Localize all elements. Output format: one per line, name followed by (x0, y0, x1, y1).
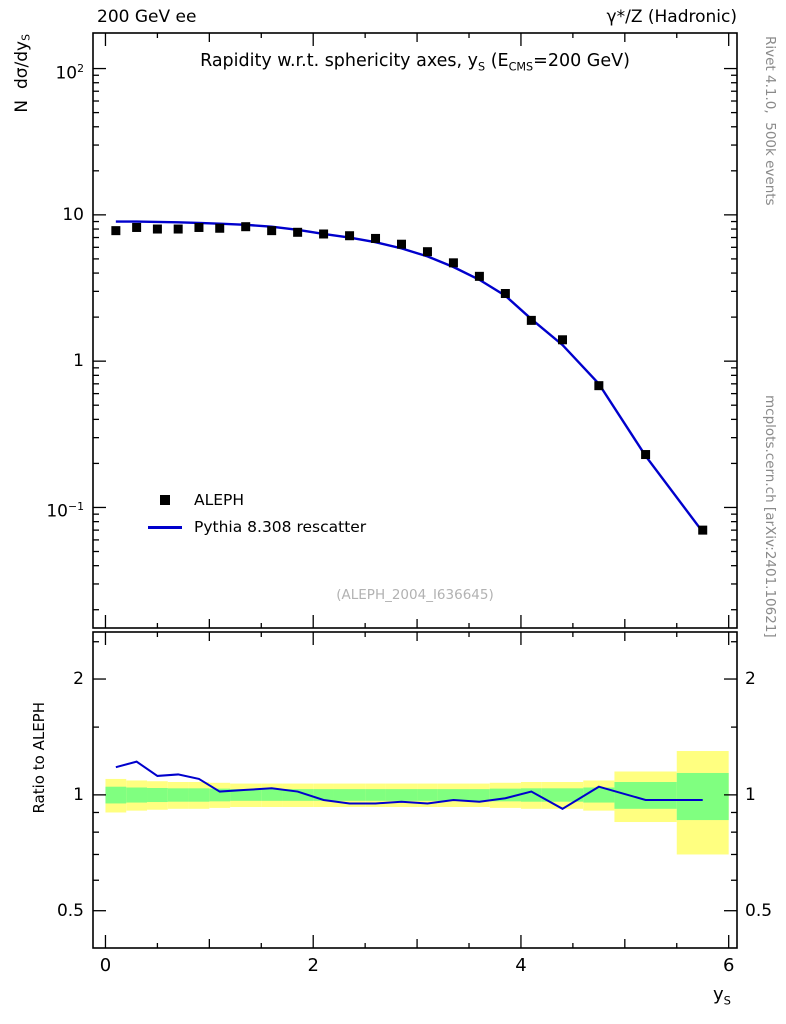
legend-item-pythia: Pythia 8.308 rescatter (148, 513, 366, 540)
y-tick-label-ratio-right: 0.5 (745, 900, 773, 921)
y-tick-label-ratio-left: 0.5 (56, 900, 84, 921)
rivet-version-label: Rivet 4.1.0, 500k events (762, 36, 778, 206)
y-tick-label-main: 102 (55, 61, 84, 84)
legend-label-pythia: Pythia 8.308 rescatter (194, 517, 367, 536)
line-marker-icon (148, 521, 182, 533)
y-tick-label-main: 10 (62, 204, 84, 225)
square-marker-icon (148, 494, 182, 506)
x-axis-label: yS (713, 984, 731, 1008)
y-tick-label-ratio-right: 1 (745, 784, 756, 805)
legend: ALEPH Pythia 8.308 rescatter (148, 486, 366, 540)
y-tick-label-ratio-left: 2 (73, 669, 84, 690)
beam-energy-label: 200 GeV ee (97, 7, 197, 27)
plot-title: Rapidity w.r.t. sphericity axes, yS (ECM… (200, 51, 630, 74)
legend-label-aleph: ALEPH (194, 490, 245, 509)
y-tick-label-main: 1 (73, 351, 84, 372)
x-tick-label: 6 (722, 955, 735, 976)
y-tick-label-main: 10−1 (46, 500, 84, 523)
x-tick-label: 2 (307, 955, 319, 976)
y-tick-label-ratio-right: 2 (745, 669, 756, 690)
process-label: γ*/Z (Hadronic) (606, 7, 737, 27)
mcplots-citation-label: mcplots.cern.ch [arXiv:2401.10621] (762, 395, 778, 638)
y-tick-label-ratio-left: 1 (73, 784, 84, 805)
analysis-id-watermark: (ALEPH_2004_I636645) (336, 587, 494, 603)
legend-item-aleph: ALEPH (148, 486, 366, 513)
x-tick-label: 4 (515, 955, 527, 976)
x-tick-label: 0 (99, 955, 112, 976)
